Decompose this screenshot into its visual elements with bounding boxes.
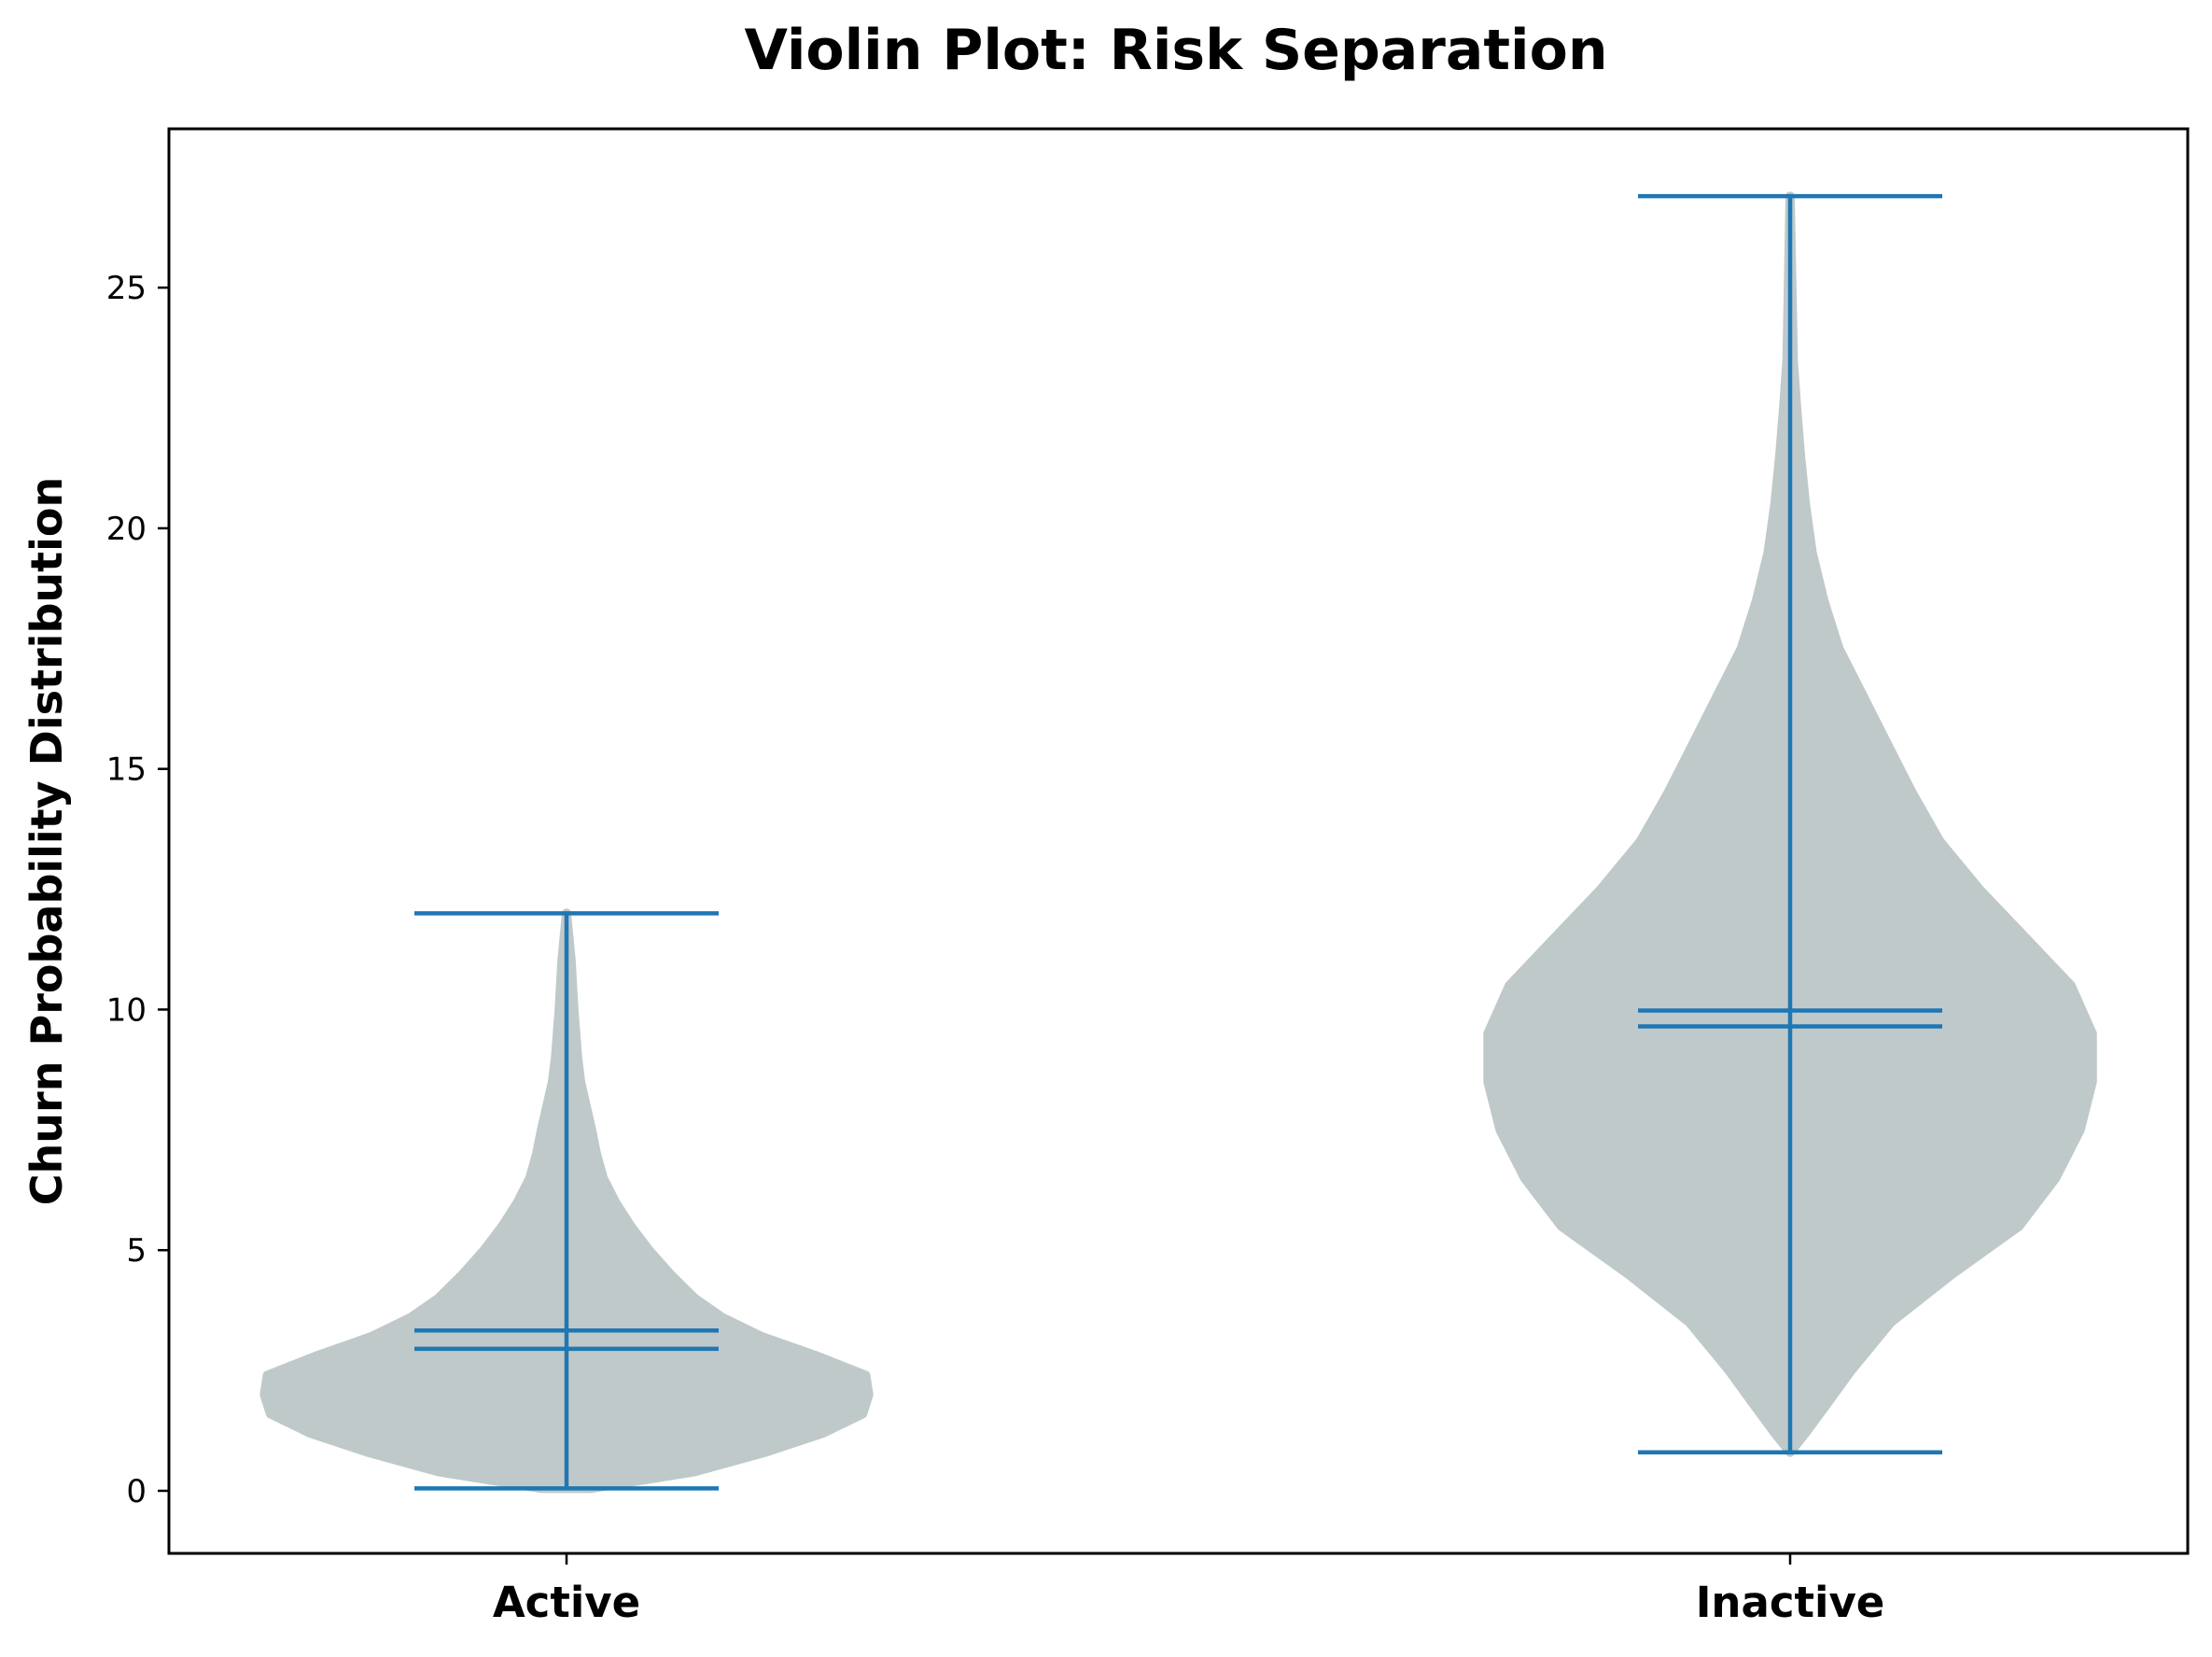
violin-lines-layer [414,193,1942,1491]
plot-frame [167,127,2190,1555]
x-tick-label-inactive: Inactive [1696,1578,1885,1627]
y-axis: 0 5 10 15 20 25 [106,270,169,1510]
chart-title: Violin Plot: Risk Separation [744,18,1607,83]
violin-layer [259,191,2097,1494]
y-tick-label: 15 [106,751,147,789]
y-tick-label: 20 [106,511,147,548]
x-tick-label-active: Active [493,1578,640,1627]
y-tick-label: 0 [126,1473,147,1510]
y-tick-label: 5 [126,1232,147,1270]
y-axis-label: Churn Probability Distribution [21,477,72,1205]
y-tick-label: 10 [106,991,147,1029]
y-tick-label: 25 [106,270,147,307]
x-axis: Active Inactive [493,1553,1884,1627]
